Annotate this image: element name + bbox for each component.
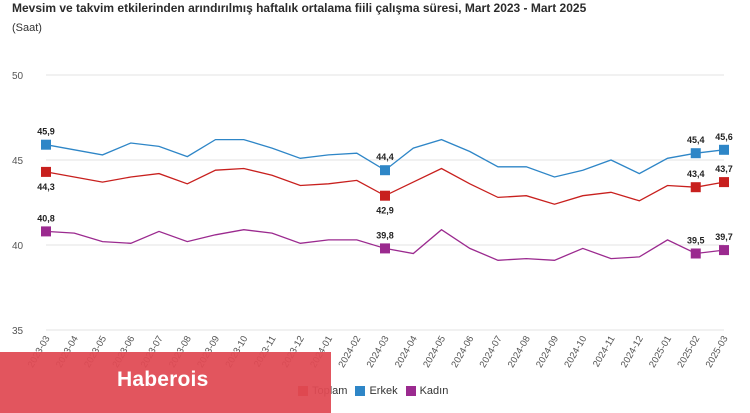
data-point-marker xyxy=(41,139,51,150)
legend-item-erkek[interactable]: Erkek xyxy=(355,385,398,397)
data-label: 40,8 xyxy=(37,213,55,223)
x-tick-label: 2024-03 xyxy=(365,334,392,370)
data-point-marker xyxy=(690,148,701,159)
x-tick-label: 2025-03 xyxy=(704,334,731,370)
data-point-marker xyxy=(380,243,390,254)
x-tick-label: 2024-04 xyxy=(393,334,420,370)
x-tick-label: 2024-02 xyxy=(336,334,363,370)
chart-subtitle: (Saat) xyxy=(12,22,42,34)
legend-swatch-kadin xyxy=(405,386,416,396)
data-point-marker xyxy=(690,182,701,193)
data-label: 45,4 xyxy=(687,135,705,145)
x-tick-label: 2025-02 xyxy=(675,334,702,370)
y-tick-label: 40 xyxy=(12,241,24,252)
y-tick-label: 50 xyxy=(12,71,24,82)
data-label: 43,4 xyxy=(687,169,705,179)
data-point-marker xyxy=(719,177,729,188)
legend-label-kadin: Kadın xyxy=(419,385,449,397)
data-label: 39,7 xyxy=(715,232,733,242)
data-label: 44,3 xyxy=(37,182,55,192)
x-tick-label: 2024-07 xyxy=(478,334,505,370)
data-label: 45,6 xyxy=(715,132,733,142)
watermark-text: Haberois xyxy=(117,368,209,391)
data-point-marker xyxy=(719,245,729,256)
y-tick-label: 45 xyxy=(12,156,24,167)
x-tick-label: 2024-10 xyxy=(562,334,589,370)
x-tick-label: 2025-01 xyxy=(647,334,674,370)
x-tick-label: 2024-05 xyxy=(421,334,448,370)
legend-item-kadin[interactable]: Kadın xyxy=(405,385,449,397)
chart-title: Mevsim ve takvim etkilerinden arındırılm… xyxy=(12,1,587,15)
data-point-marker xyxy=(719,144,729,155)
data-point-marker xyxy=(41,226,51,237)
data-label: 39,8 xyxy=(376,230,394,240)
data-label: 39,5 xyxy=(687,236,705,246)
data-label: 45,9 xyxy=(37,127,55,137)
x-tick-label: 2024-06 xyxy=(449,334,476,370)
y-tick-label: 35 xyxy=(12,326,24,337)
legend-label-erkek: Erkek xyxy=(369,385,398,397)
x-tick-label: 2024-09 xyxy=(534,334,561,370)
x-tick-label: 2024-12 xyxy=(619,334,646,370)
data-point-marker xyxy=(380,190,390,201)
data-point-marker xyxy=(41,166,51,177)
data-point-marker xyxy=(380,165,390,176)
legend-swatch-erkek xyxy=(355,386,366,396)
x-tick-label: 2024-08 xyxy=(506,334,533,370)
data-label: 44,4 xyxy=(376,152,394,162)
watermark-banner: Haberois xyxy=(0,352,331,413)
data-point-marker xyxy=(690,248,701,259)
data-label: 43,7 xyxy=(715,164,733,174)
x-tick-label: 2024-11 xyxy=(591,334,618,369)
data-label: 42,9 xyxy=(376,206,394,216)
